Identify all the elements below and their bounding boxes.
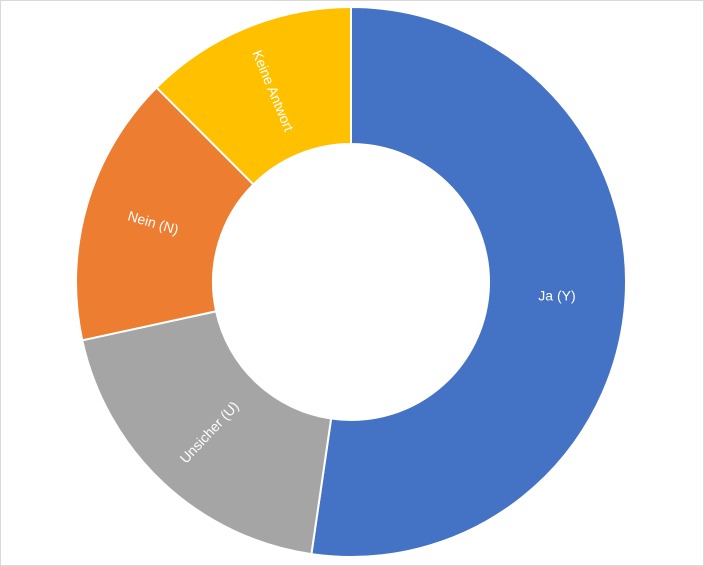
slice-keine-antwort <box>155 5 352 186</box>
slice-ja <box>310 5 627 558</box>
slice-unsicher <box>81 310 333 556</box>
slice-nein <box>75 86 255 342</box>
slice-ja-label: Ja (Y) <box>538 288 575 304</box>
donut-slices <box>75 5 627 558</box>
